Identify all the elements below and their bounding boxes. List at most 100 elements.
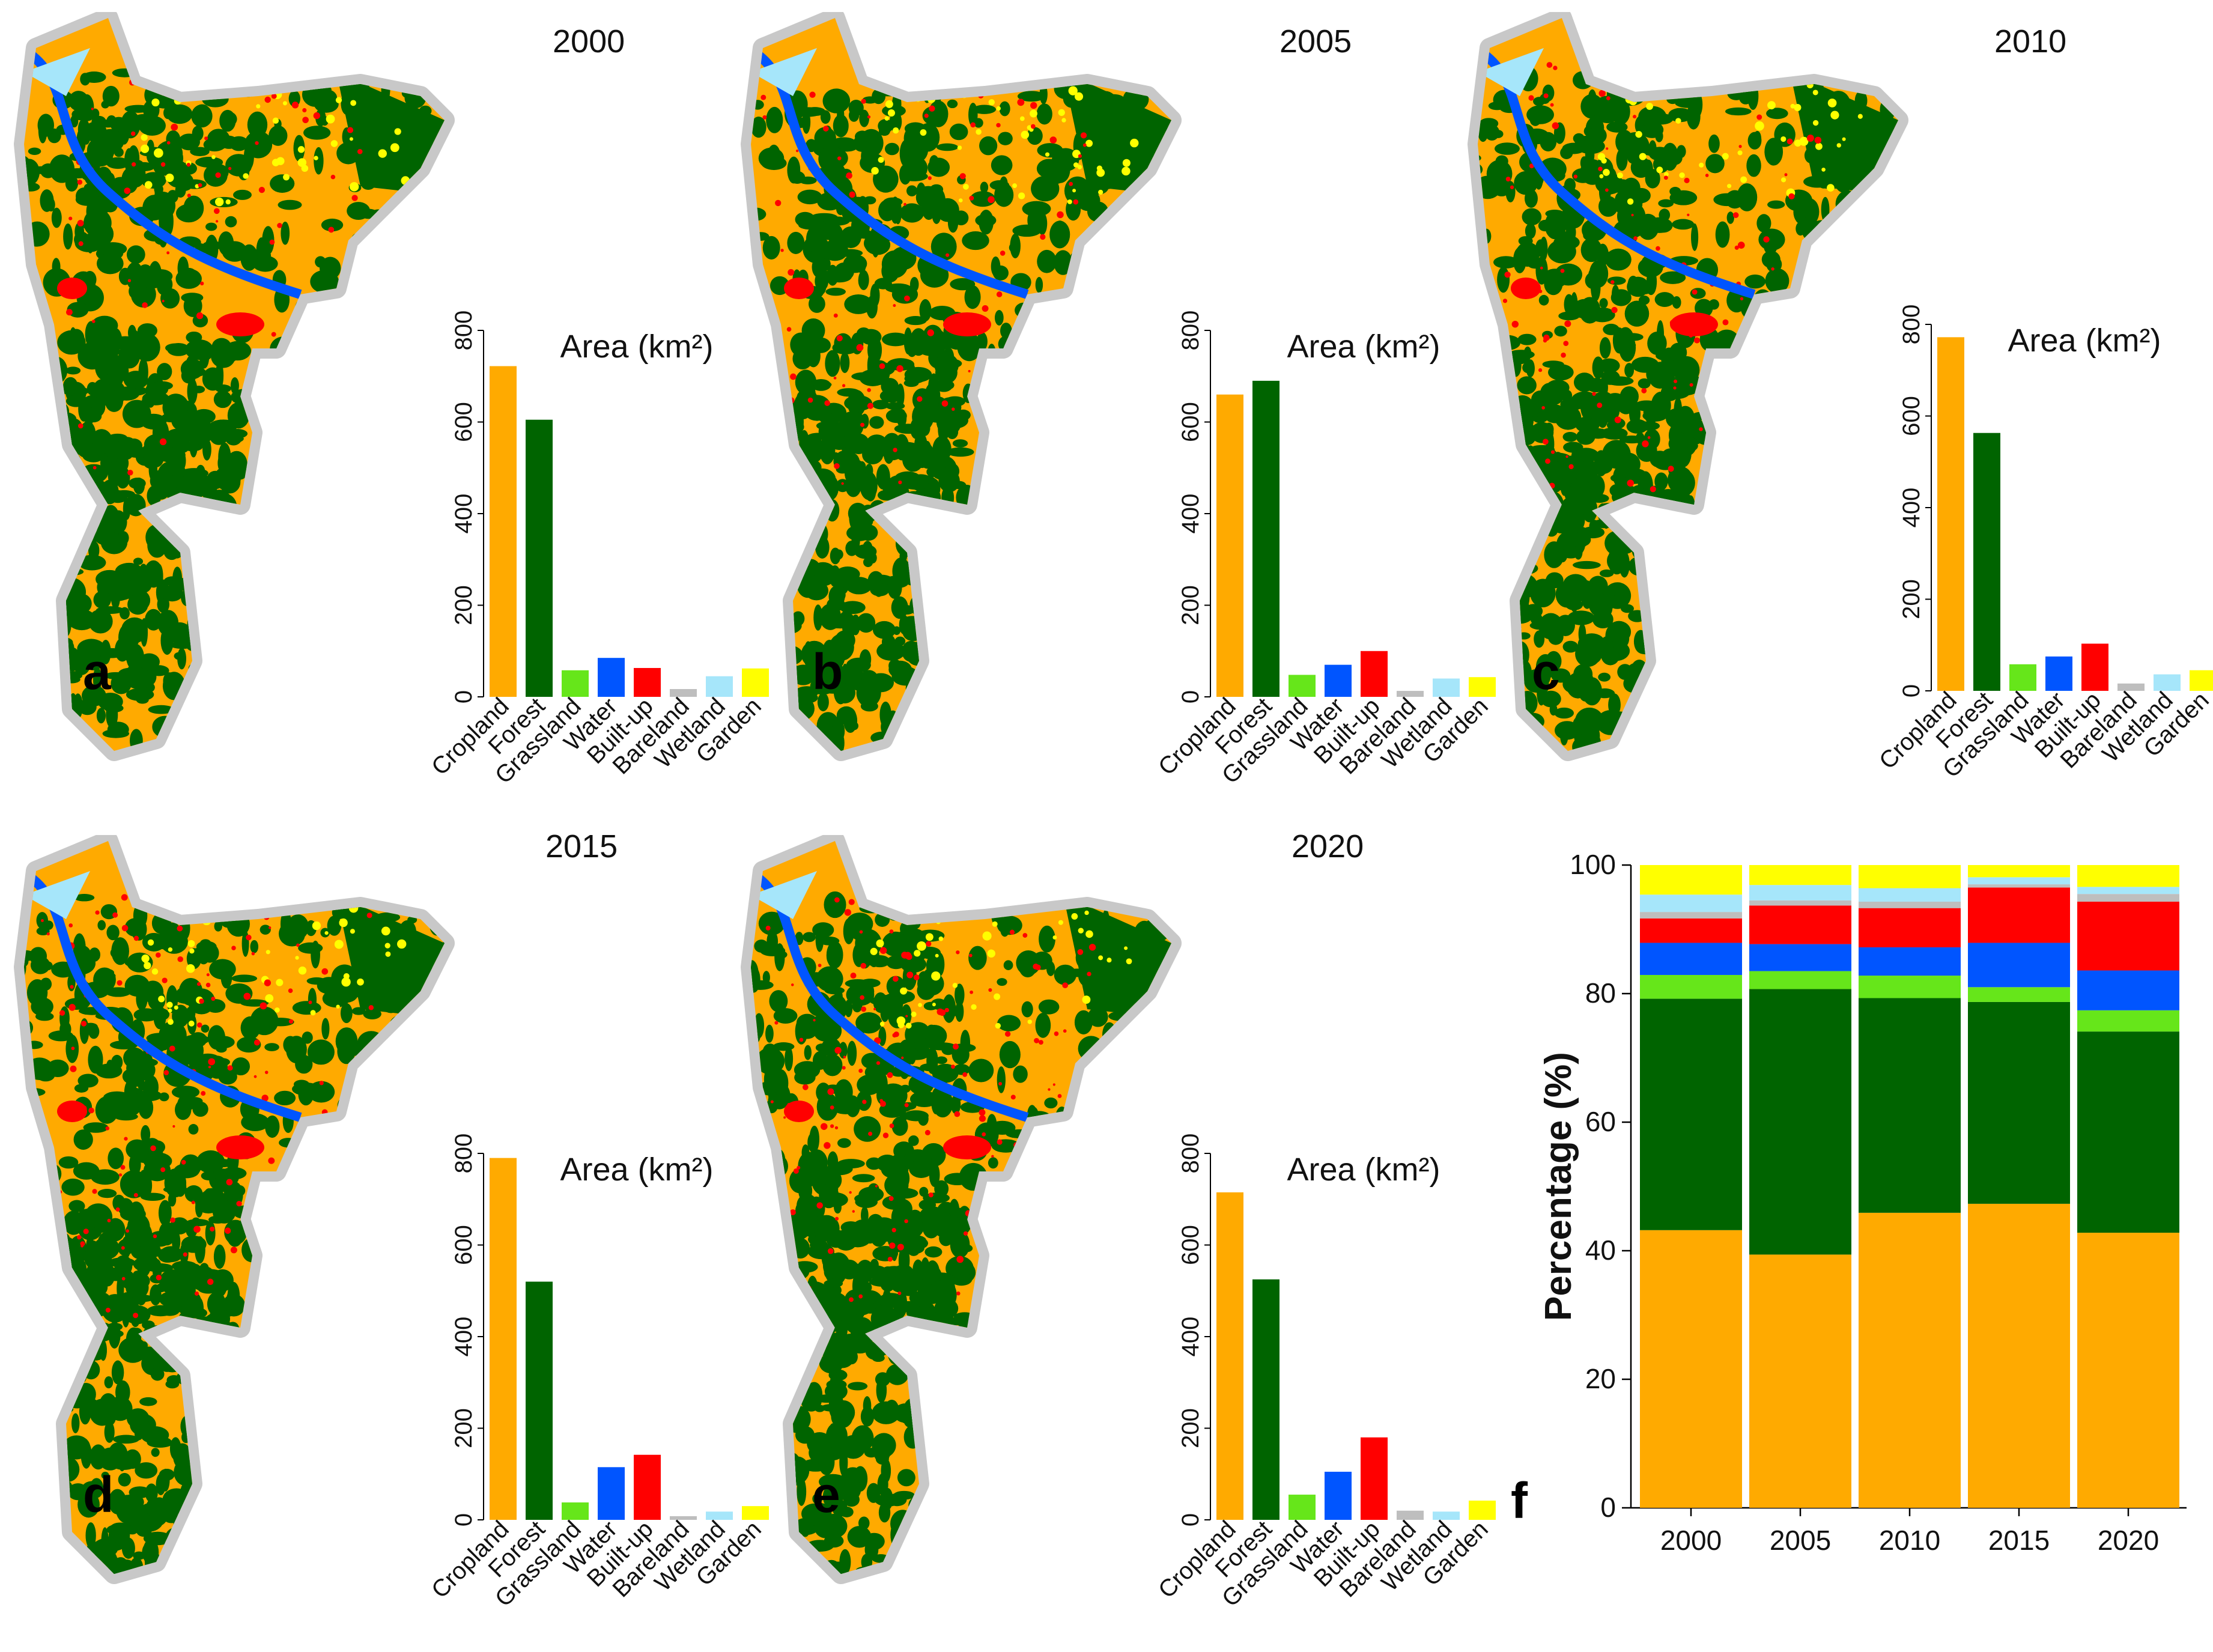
y-tick-label: 400 [1177,1317,1204,1357]
y-tick-label: 200 [1177,585,1204,625]
stack-segment-water [2077,970,2179,1010]
area-bar-chart-a: 0200400600800CroplandForestGrasslandWate… [433,318,769,829]
stack-segment-grassland [1968,987,2070,1002]
panel-year: 2005 [1280,23,1352,60]
stack-segment-bareland [2077,894,2179,902]
bar-cropland [1937,337,1964,691]
stack-segment-garden [1749,865,1851,885]
chart-title: Area (km²) [560,1152,714,1188]
panel-year: 2010 [1994,23,2066,60]
y-tick-label: 400 [1898,488,1925,528]
stack-segment-water [1640,943,1742,975]
stack-segment-forest [2077,1031,2179,1233]
y-tick-label: 600 [1898,396,1925,436]
y-tick-label: 800 [451,1134,477,1174]
stack-segment-wetland [1640,894,1742,912]
stack-segment-forest [1859,998,1961,1212]
stack-segment-wetland [1749,885,1851,900]
panel-letter: e [812,1466,840,1524]
y-tick-label: 0 [451,1513,477,1526]
stack-segment-forest [1640,999,1742,1230]
y-tick-label: 60 [1585,1106,1616,1137]
stack-segment-cropland [1640,1230,1742,1508]
land-use-map-2005 [727,12,1183,763]
land-use-map-2010 [1454,12,1910,763]
x-tick-label: 2005 [1770,1525,1831,1556]
y-tick-label: 0 [1898,684,1925,697]
y-tick-label: 800 [1177,1134,1204,1174]
y-tick-label: 600 [1177,402,1204,442]
area-bar-chart-d: 0200400600800CroplandForestGrasslandWate… [433,1141,769,1652]
bar-cropland [1216,1192,1243,1520]
y-axis-label: Percentage (%) [1538,1052,1579,1321]
stack-segment-grassland [2077,1010,2179,1031]
stack-segment-bareland [1640,912,1742,919]
bar-water [598,1467,625,1520]
stack-segment-grassland [1749,971,1851,989]
y-tick-label: 40 [1585,1234,1616,1266]
stack-segment-bareland [1749,900,1851,906]
y-tick-label: 20 [1585,1363,1616,1394]
y-tick-label: 200 [1177,1408,1204,1448]
stack-segment-garden [1859,865,1961,888]
area-bar-chart-c: 0200400600800CroplandForestGrasslandWate… [1880,312,2213,823]
y-tick-label: 600 [1177,1225,1204,1265]
bar-water [1325,665,1352,697]
stack-segment-wetland [1968,877,2070,884]
y-tick-label: 400 [451,494,477,534]
bar-cropland [490,366,517,697]
stack-segment-grassland [1640,975,1742,999]
y-tick-label: 400 [451,1317,477,1357]
y-tick-label: 0 [1177,690,1204,703]
bar-water [1325,1472,1352,1520]
area-bar-chart-b: 0200400600800CroplandForestGrasslandWate… [1159,318,1496,829]
chart-title: Area (km²) [1287,1152,1440,1188]
panel-year: 2015 [545,828,618,865]
stack-segment-garden [1640,865,1742,894]
panel-letter: b [812,643,843,701]
bar-forest [526,420,553,697]
bar-forest [526,1282,553,1520]
x-tick-label: 2020 [2098,1525,2159,1556]
x-tick-label: 2000 [1660,1525,1722,1556]
bar-garden [2190,670,2213,691]
area-bar-chart-e: 0200400600800CroplandForestGrasslandWate… [1159,1141,1496,1652]
land-use-map-2000 [0,12,457,763]
bar-built-up [634,668,661,697]
y-tick-label: 800 [451,311,477,351]
y-tick-label: 800 [1898,305,1925,345]
bar-built-up [1361,651,1388,697]
y-tick-label: 200 [451,585,477,625]
stack-segment-water [1859,947,1961,976]
y-tick-label: 80 [1585,977,1616,1009]
bar-built-up [2081,643,2108,691]
stack-segment-garden [2077,865,2179,887]
stack-segment-cropland [2077,1233,2179,1508]
x-tick-label: 2010 [1879,1525,1940,1556]
bar-forest [1973,433,2000,691]
stack-segment-built-up [1640,919,1742,943]
stack-segment-built-up [2077,902,2179,970]
bar-forest [1252,381,1280,697]
stack-segment-cropland [1968,1204,2070,1508]
panel-letter: d [83,1466,114,1524]
bar-grassland [1289,675,1316,697]
chart-title: Area (km²) [2008,323,2161,359]
stack-segment-forest [1968,1002,2070,1204]
stack-segment-wetland [2077,887,2179,894]
y-tick-label: 100 [1570,849,1616,880]
y-tick-label: 200 [1898,579,1925,619]
bar-built-up [634,1455,661,1520]
y-tick-label: 0 [1177,1513,1204,1526]
y-tick-label: 800 [1177,311,1204,351]
bar-grassland [2009,664,2036,691]
bar-built-up [1361,1438,1388,1520]
panel-letter: f [1511,1472,1528,1530]
y-tick-label: 200 [451,1408,477,1448]
stack-segment-water [1968,943,2070,987]
stack-segment-garden [1968,865,2070,877]
y-tick-label: 600 [451,1225,477,1265]
stack-segment-water [1749,944,1851,971]
bar-water [598,658,625,697]
